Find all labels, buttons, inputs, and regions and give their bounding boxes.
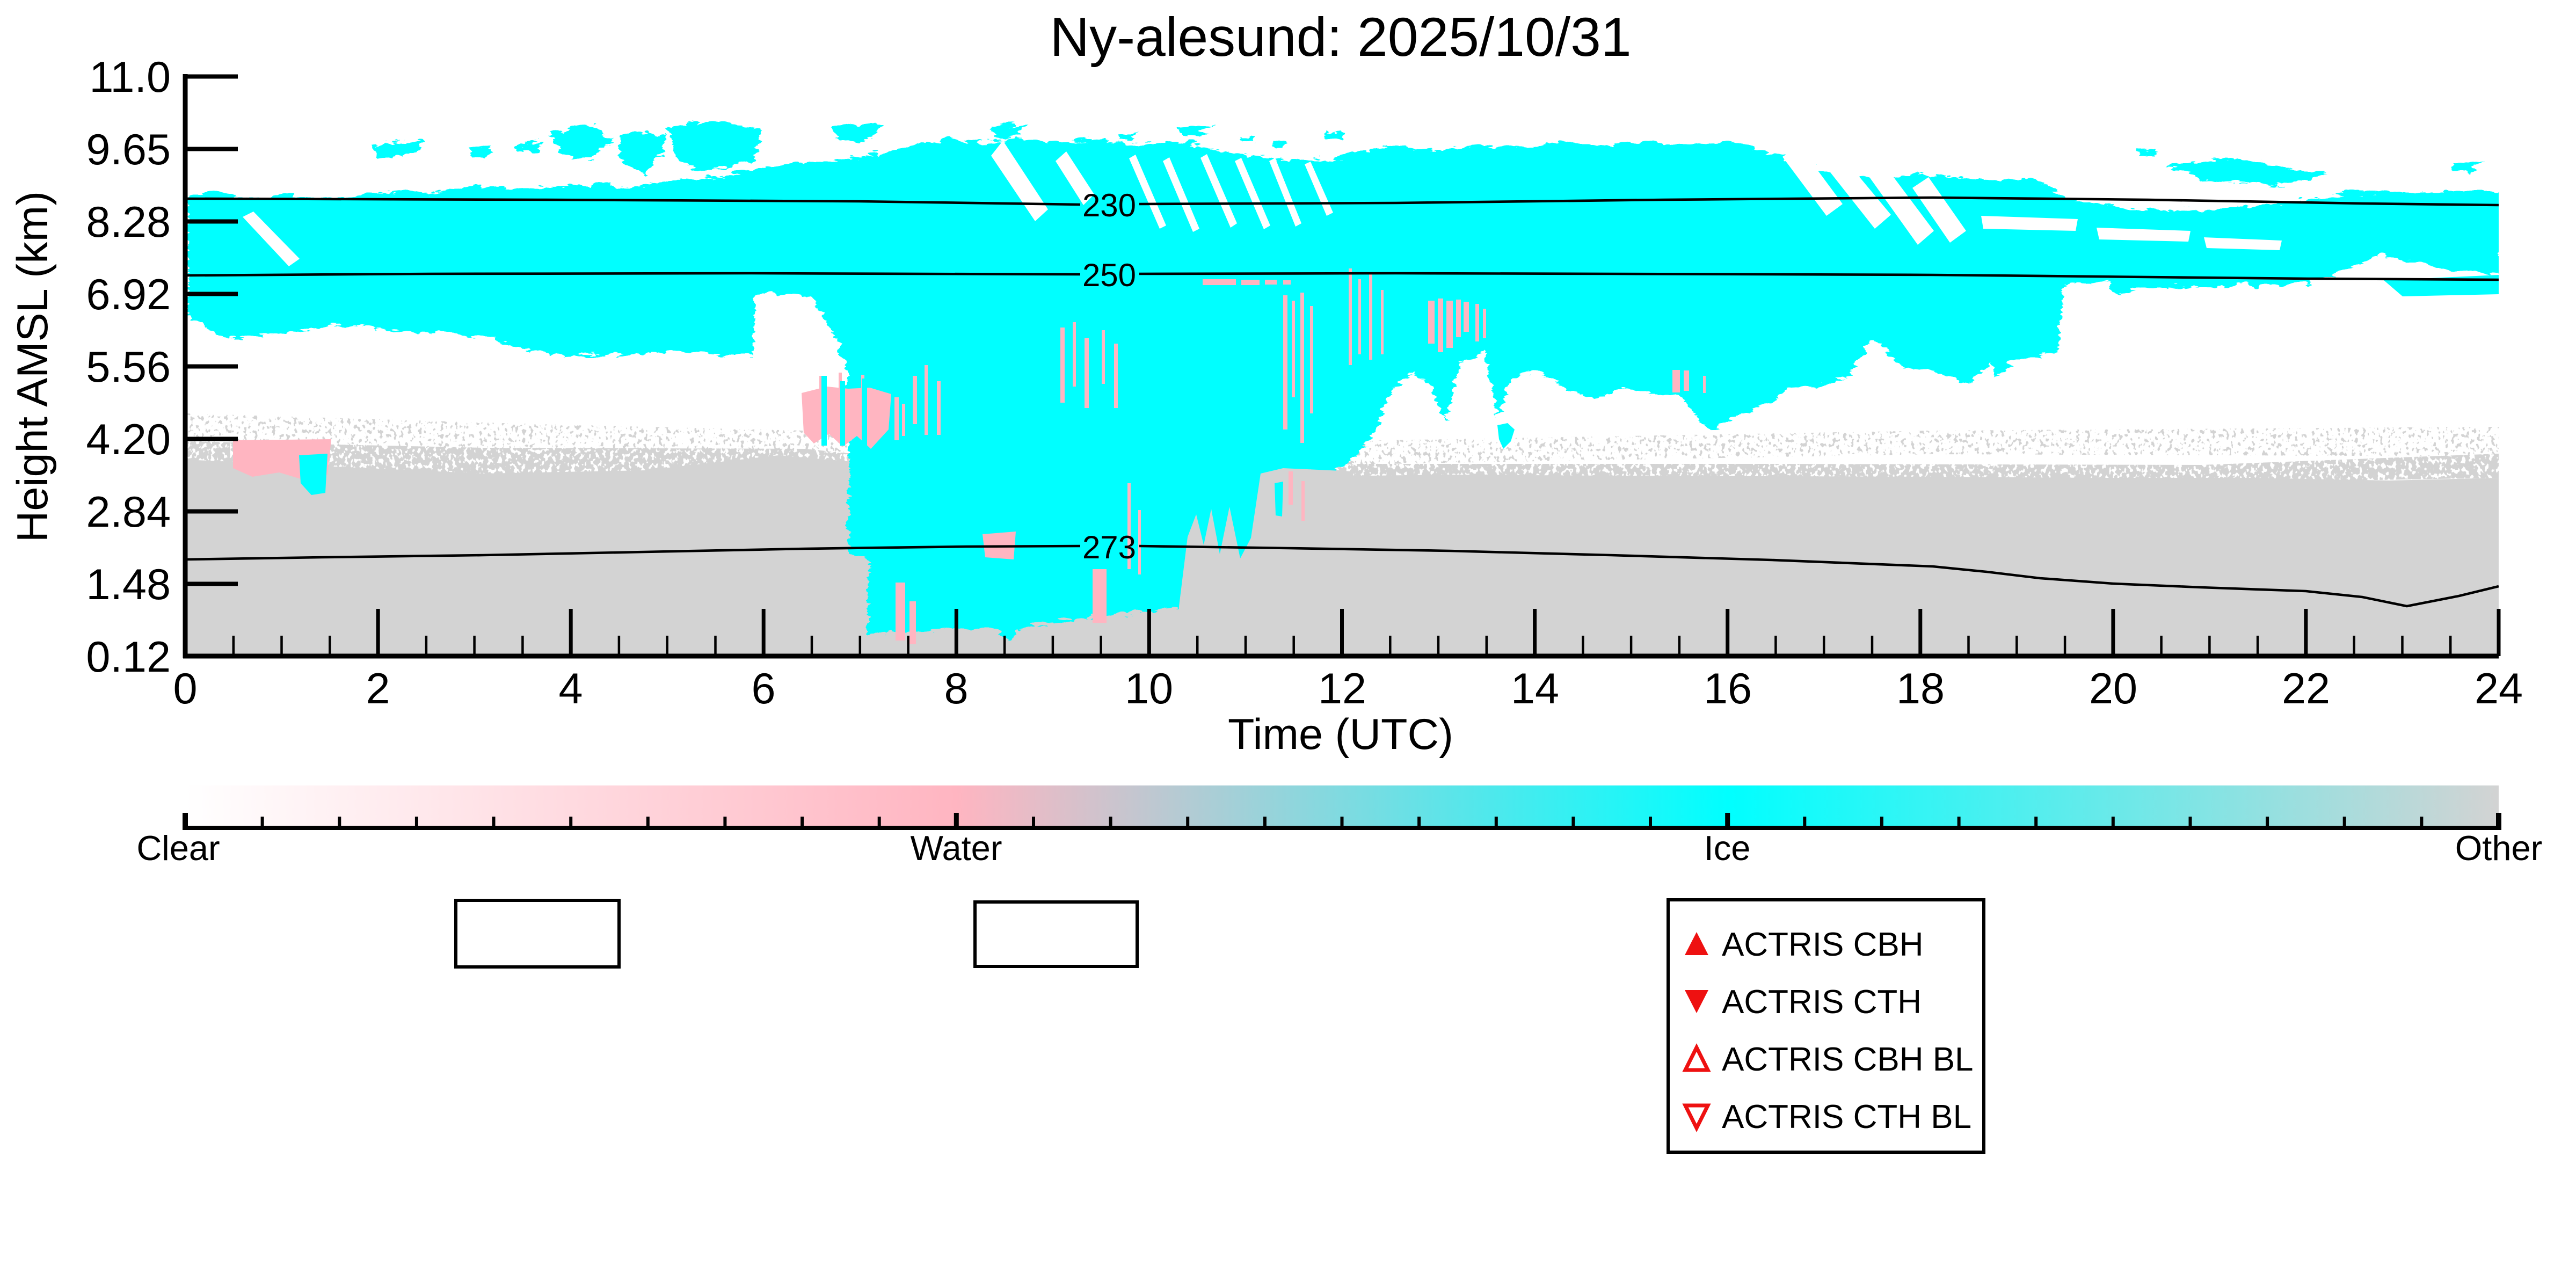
svg-text:4: 4 — [558, 665, 583, 713]
svg-text:Clear: Clear — [136, 828, 220, 868]
svg-text:12: 12 — [1318, 665, 1366, 713]
svg-text:24: 24 — [2475, 665, 2523, 713]
svg-text:2.84: 2.84 — [86, 488, 171, 536]
svg-text:ACTRIS CBH BL: ACTRIS CBH BL — [1722, 1041, 1974, 1078]
svg-text:10: 10 — [1125, 665, 1173, 713]
svg-text:273: 273 — [1082, 529, 1136, 565]
svg-text:Ny-alesund: 2025/10/31: Ny-alesund: 2025/10/31 — [1050, 6, 1631, 68]
svg-text:18: 18 — [1896, 665, 1945, 713]
svg-text:Ice: Ice — [1704, 828, 1751, 868]
svg-text:Time (UTC): Time (UTC) — [1228, 710, 1453, 759]
svg-text:11.0: 11.0 — [89, 53, 171, 101]
svg-text:14: 14 — [1511, 665, 1559, 713]
svg-text:Height AMSL (km): Height AMSL (km) — [9, 191, 57, 542]
svg-text:22: 22 — [2282, 665, 2330, 713]
svg-text:6.92: 6.92 — [86, 271, 171, 319]
svg-text:ACTRIS CTH BL: ACTRIS CTH BL — [1722, 1098, 1971, 1136]
svg-text:6: 6 — [751, 665, 775, 713]
svg-text:9.65: 9.65 — [86, 126, 171, 174]
svg-text:5.56: 5.56 — [86, 343, 171, 391]
svg-text:4.20: 4.20 — [86, 416, 171, 464]
svg-text:ACTRIS CTH: ACTRIS CTH — [1722, 984, 1922, 1021]
svg-text:2: 2 — [366, 665, 390, 713]
svg-text:8: 8 — [944, 665, 968, 713]
svg-text:8.28: 8.28 — [86, 198, 171, 246]
svg-text:Water: Water — [911, 828, 1002, 868]
svg-text:16: 16 — [1704, 665, 1752, 713]
svg-text:0.12: 0.12 — [86, 633, 171, 681]
svg-text:20: 20 — [2089, 665, 2137, 713]
svg-text:230: 230 — [1082, 187, 1136, 223]
svg-text:ACTRIS CBH: ACTRIS CBH — [1722, 926, 1923, 963]
svg-text:Other: Other — [2455, 828, 2543, 868]
svg-text:1.48: 1.48 — [86, 561, 171, 609]
svg-text:250: 250 — [1082, 257, 1136, 293]
svg-text:0: 0 — [173, 665, 197, 713]
